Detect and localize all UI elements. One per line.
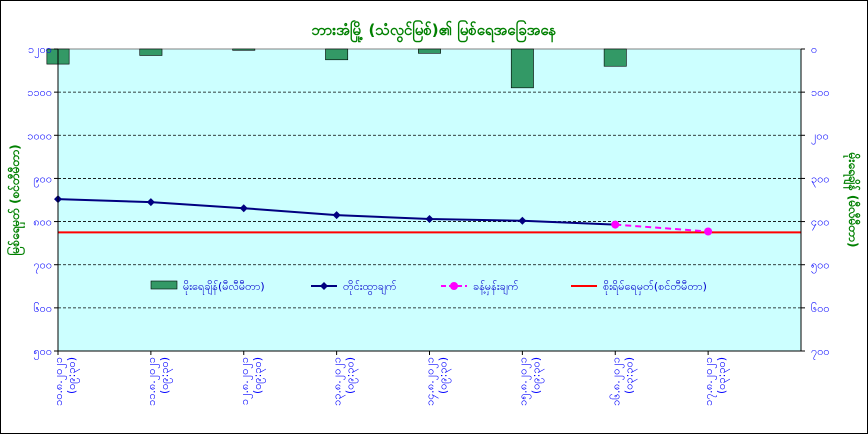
observed-point	[518, 216, 527, 225]
x-tick-label: ၁၀.၈.၂၀၂၁	[52, 357, 67, 406]
y-left-tick-label: ၆၀၀	[33, 302, 52, 315]
chart-title: ဘားအံမြို့ (သံလွင်မြစ်)၏ မြစ်ရေအခြေအနေ	[312, 19, 557, 43]
y-left-tick-label: ၁၁၀၀	[27, 86, 52, 99]
legend-marker	[450, 282, 458, 290]
legend-label: စိုးရိမ်ရေမှတ်(စင်တီမီတာ)	[603, 280, 707, 295]
legend: မိုးရေချိန်(မီလီမီတာ) တိုင်းထွာချက် ခန့်မှ…	[150, 280, 707, 295]
forecast-point	[611, 220, 620, 229]
y-axis-label-left: မြစ်ရေမှတ် (စင်တီမီတာ)	[5, 144, 26, 255]
legend-label: မိုးရေချိန်(မီလီမီတာ)	[183, 280, 265, 295]
y-right-tick-label: ၅၀၀	[811, 259, 830, 274]
x-tick-label: (၀၃:၃၀)	[715, 357, 730, 394]
rain-bar	[325, 48, 349, 61]
y-right-tick-label: ၇၀၀	[811, 345, 830, 360]
observed-point	[332, 211, 341, 220]
y-right-tick-label: ၆၀၀	[811, 302, 830, 315]
legend-label: တိုင်းထွာချက်	[343, 280, 397, 295]
forecast-line	[615, 223, 709, 233]
y-left-tick-label: ၁၀၀၀	[27, 129, 52, 142]
y-left-tick-label: ၅၀၀	[33, 345, 52, 360]
x-tick-label: (၀၉:၃၀)	[158, 357, 173, 394]
x-tick-label: (၀၉:၃၀)	[437, 357, 452, 394]
x-tick-label-group: ၁၅.၈.၂၀၂၁ (၀၉:၃၀)	[516, 357, 544, 406]
x-tick-label-group: ၁၂.၈.၂၀၂၁ (၀၉:၃၀)	[238, 357, 266, 405]
plot-area	[57, 48, 802, 352]
x-tick-label-group: ၁၃.၈.၂၀၂၁ (၀၉:၃၀)	[331, 357, 359, 406]
observed-point	[425, 214, 434, 223]
y-right-tick-label: ၀	[811, 43, 817, 56]
y-right-tick-label: ၂၀၀	[811, 129, 829, 144]
x-tick-label: ၁၆.၈.၂၀၂၁	[609, 357, 624, 406]
y-right-tick-label: ၃၀၀	[811, 172, 830, 187]
x-tick-label: ၁၁.၈.၂၀၂၁	[145, 357, 160, 406]
y-left-tick-label: ၉၀၀	[33, 172, 52, 187]
x-tick-label: ၁၃.၈.၂၀၂၁	[331, 357, 346, 406]
x-tick-label-group: ၁၀.၈.၂၀၂၁ (၀၉:၃၀)	[52, 357, 80, 406]
x-tick-label: (၀၉:၃၀)	[251, 357, 266, 394]
x-tick-label: ၁၅.၈.၂၀၂၁	[516, 357, 531, 406]
y-left-tick-label: ၇၀၀	[33, 259, 52, 274]
y-axis-label-right: မိုးရေချိန် (မီလီမီတာ)	[842, 152, 862, 248]
y-right-tick-label: ၄၀၀	[811, 216, 830, 231]
y-right-tick-label: ၁၀၀	[811, 86, 830, 99]
x-tick-label: ၁၄.၈.၂၀၂၁	[424, 357, 439, 406]
x-tick-label-group: ၁၁.၈.၂၀၂၁ (၀၉:၃၀)	[145, 357, 173, 406]
rain-bar	[139, 48, 163, 56]
legend-marker	[320, 282, 328, 290]
observed-point	[146, 198, 155, 207]
x-tick-label-group: ၁၆.၈.၂၀၂၁ (၀၃:၃၀)	[609, 357, 637, 406]
rain-bar	[603, 48, 627, 67]
x-tick-label: (၀၉:၃၀)	[529, 357, 544, 394]
line-series	[54, 195, 801, 236]
rain-bar	[418, 48, 441, 54]
x-tick-label-group: ၁၄.၈.၂၀၂၁ (၀၉:၃၀)	[424, 357, 452, 406]
y-left-tick-label: ၈၀၀	[33, 216, 52, 229]
legend-label: ခန့်မှန်းချက်	[473, 280, 519, 295]
x-tick-label: (၀၉:၃၀)	[344, 357, 359, 394]
x-tick-label: (၀၃:၃၀)	[622, 357, 637, 394]
x-tick-label: ၁၂.၈.၂၀၂၁	[238, 357, 253, 405]
observed-point	[239, 204, 248, 213]
x-tick-label: (၀၉:၃၀)	[65, 357, 80, 394]
rain-bar	[510, 48, 534, 89]
x-tick-labels: ၁၀.၈.၂၀၂၁ (၀၉:၃၀) ၁၁.၈.၂၀၂၁ (၀၉:၃၀) ၁၂.၈.၂၀၂…	[52, 351, 730, 406]
x-tick-label-group: ၁၇.၈.၂၀၂၁ (၀၃:၃၀)	[702, 357, 730, 406]
rain-bar	[232, 48, 256, 51]
forecast-point	[704, 227, 713, 236]
y-left-tick-label: ၁၂၀၀	[28, 43, 52, 58]
x-tick-label: ၁၇.၈.၂၀၂၁	[702, 357, 717, 406]
legend-swatch-bar	[150, 280, 178, 290]
